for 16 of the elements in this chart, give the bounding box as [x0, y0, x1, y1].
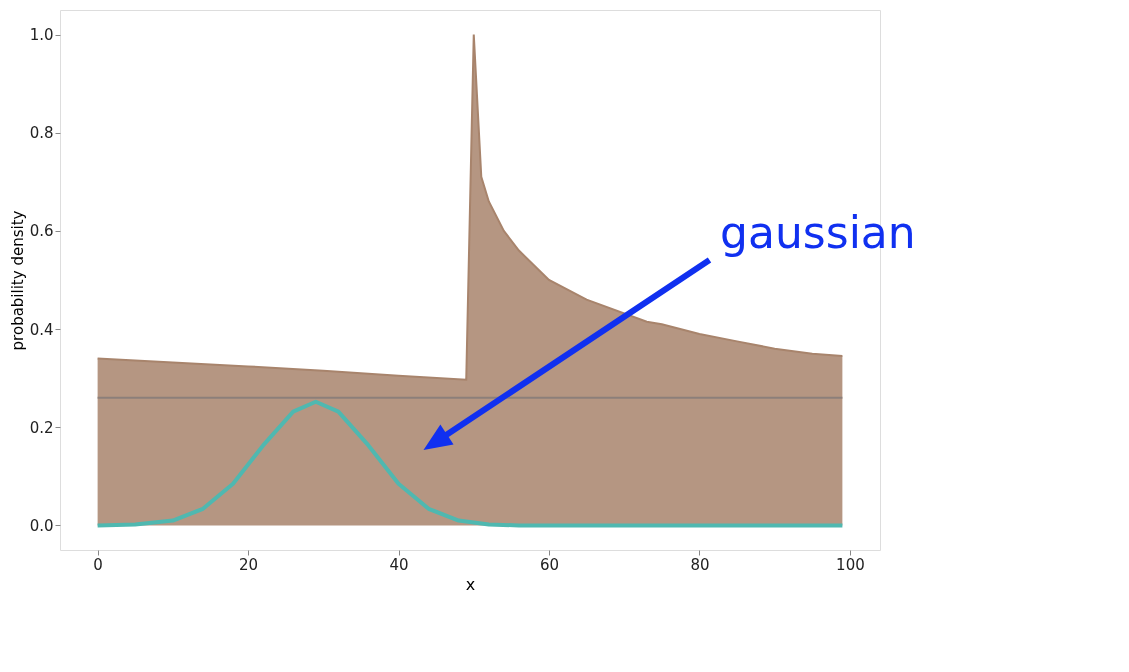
x-axis-title: x [465, 574, 476, 594]
y-tick-label: 0.0 [29, 516, 54, 535]
x-tick-label: 20 [239, 555, 259, 574]
annotation: gaussian [720, 207, 916, 258]
x-tick-label: 0 [93, 555, 103, 574]
y-tick-label: 0.6 [29, 222, 54, 241]
x-tick-label: 100 [836, 555, 865, 574]
y-tick-label: 0.2 [29, 418, 54, 437]
y-tick-label: 0.8 [29, 124, 54, 143]
y-tick-label: 0.4 [29, 320, 54, 339]
x-tick-label: 80 [690, 555, 710, 574]
x-tick-label: 40 [389, 555, 409, 574]
line-series [95, 399, 845, 528]
y-axis-title: probability density [8, 210, 27, 351]
x-tick-label: 60 [539, 555, 560, 574]
y-tick-label: 1.0 [29, 26, 54, 45]
